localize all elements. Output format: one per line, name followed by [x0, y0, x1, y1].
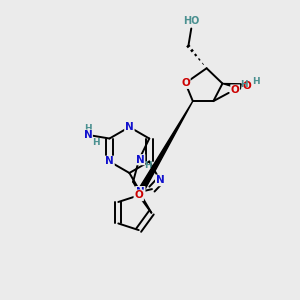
Text: H: H [240, 80, 248, 89]
Text: N: N [136, 187, 145, 197]
Text: N: N [136, 155, 145, 165]
Text: O: O [134, 190, 143, 200]
Text: H: H [252, 77, 260, 86]
Text: H: H [85, 124, 92, 133]
Text: O: O [231, 85, 239, 95]
Text: HO: HO [183, 16, 200, 26]
Polygon shape [223, 83, 241, 89]
Text: H: H [92, 138, 100, 147]
Text: N: N [105, 157, 114, 166]
Text: H: H [145, 161, 152, 170]
Text: N: N [84, 130, 92, 140]
Text: N: N [125, 122, 134, 132]
Polygon shape [138, 101, 193, 193]
Text: O: O [243, 82, 252, 92]
Text: O: O [181, 78, 190, 88]
Text: N: N [156, 176, 165, 185]
